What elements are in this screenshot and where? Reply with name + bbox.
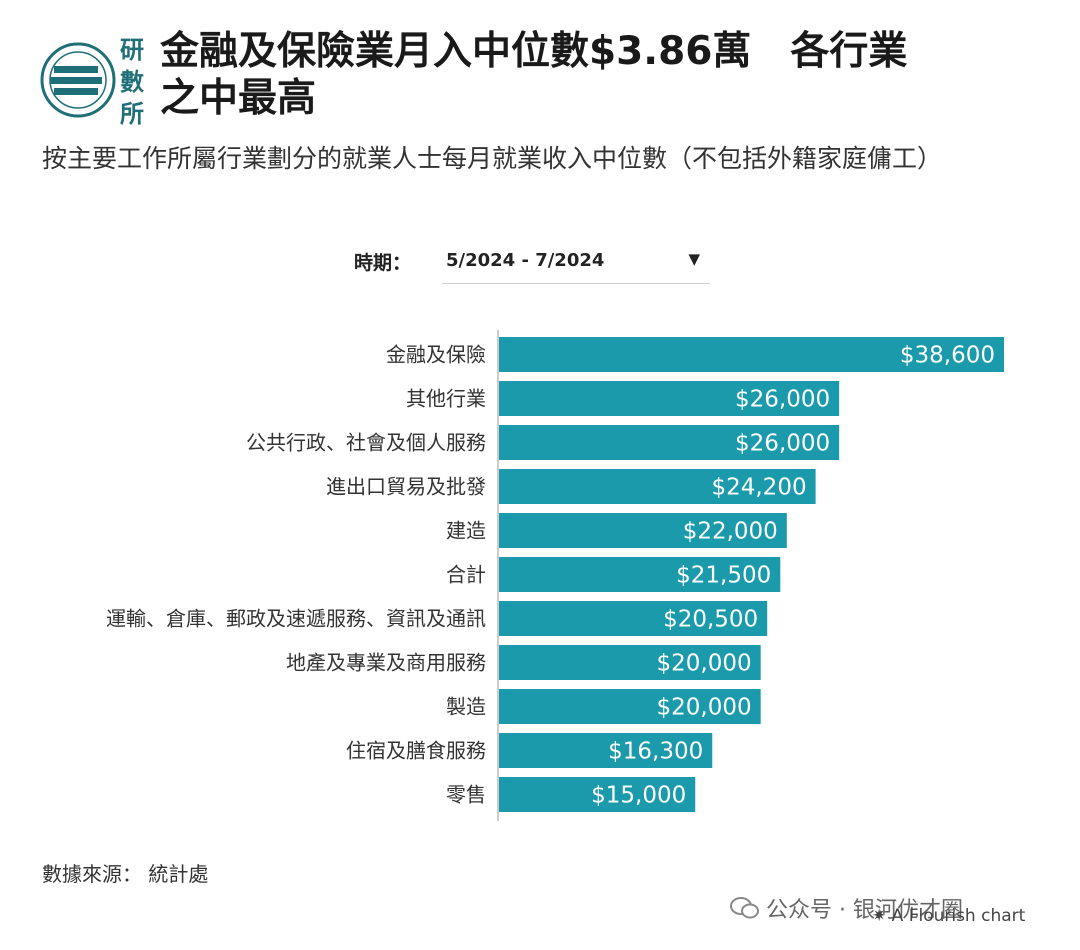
chevron-down-icon[interactable]: ▼ <box>688 250 700 268</box>
value-label-4: $22,000 <box>683 519 778 545</box>
category-label-2: 公共行政、社會及個人服務 <box>246 431 486 455</box>
bar-9[interactable] <box>499 733 713 768</box>
category-label-4: 建造 <box>446 519 486 543</box>
logo-text-3: 所 <box>120 100 144 128</box>
period-dropdown[interactable]: 5/2024 - 7/2024 ▼ <box>442 240 710 284</box>
logo-text-1: 研 <box>120 36 144 64</box>
value-label-8: $20,000 <box>657 695 752 721</box>
category-label-7: 地產及專業及商用服務 <box>286 651 486 675</box>
wechat-account-text: 公众号 · 银河优才圈 <box>766 898 963 923</box>
bar-7[interactable] <box>499 645 761 680</box>
bar-4[interactable] <box>499 513 787 548</box>
flourish-credit-text: A Flourish chart <box>891 906 1026 926</box>
logo-text-2: 數 <box>120 68 144 96</box>
category-label-0: 金融及保險 <box>386 343 486 367</box>
logo: 研 數 所 <box>40 36 144 128</box>
period-filter-label: 時期： <box>354 252 412 274</box>
page-subtitle: 按主要工作所屬行業劃分的就業人士每月就業收入中位數（不包括外籍家庭傭工） <box>42 144 943 173</box>
bar-0[interactable] <box>499 337 1004 372</box>
wechat-icon <box>730 897 759 919</box>
value-label-0: $38,600 <box>900 343 995 369</box>
wechat-watermark: 公众号 · 银河优才圈 <box>730 892 963 924</box>
value-label-10: $15,000 <box>591 783 686 809</box>
value-label-5: $21,500 <box>676 563 771 589</box>
category-label-5: 合計 <box>446 563 486 587</box>
category-label-10: 零售 <box>446 783 486 807</box>
category-label-9: 住宿及膳食服務 <box>346 739 486 763</box>
bar-2[interactable] <box>499 425 840 460</box>
value-label-6: $20,500 <box>663 607 758 633</box>
value-label-7: $20,000 <box>657 651 752 677</box>
bar-6[interactable] <box>499 601 768 636</box>
category-label-8: 製造 <box>446 695 486 719</box>
bar-1[interactable] <box>499 381 840 416</box>
value-label-3: $24,200 <box>711 475 806 501</box>
category-label-1: 其他行業 <box>406 387 486 411</box>
bar-chart: 金融及保險 $38,600 其他行業 $26,000 公共行政、社會及個人服務 $26,0… <box>106 330 1004 821</box>
category-label-3: 進出口貿易及批發 <box>326 475 486 499</box>
data-source: 數據來源： 統計處 <box>42 862 209 886</box>
bar-3[interactable] <box>499 469 816 504</box>
value-label-9: $16,300 <box>608 739 703 765</box>
value-label-1: $26,000 <box>735 387 830 413</box>
period-dropdown-value: 5/2024 - 7/2024 <box>446 250 605 271</box>
bar-8[interactable] <box>499 689 761 724</box>
bar-5[interactable] <box>499 557 781 592</box>
value-label-2: $26,000 <box>735 431 830 457</box>
page-title: 金融及保險業月入中位數$3.86萬 各行業 之中最高 <box>160 29 908 121</box>
bar-10[interactable] <box>499 777 696 812</box>
category-label-6: 運輸、倉庫、郵政及速遞服務、資訊及通訊 <box>106 607 486 631</box>
flourish-credit[interactable]: ✷ A Flourish chart <box>872 906 1026 926</box>
